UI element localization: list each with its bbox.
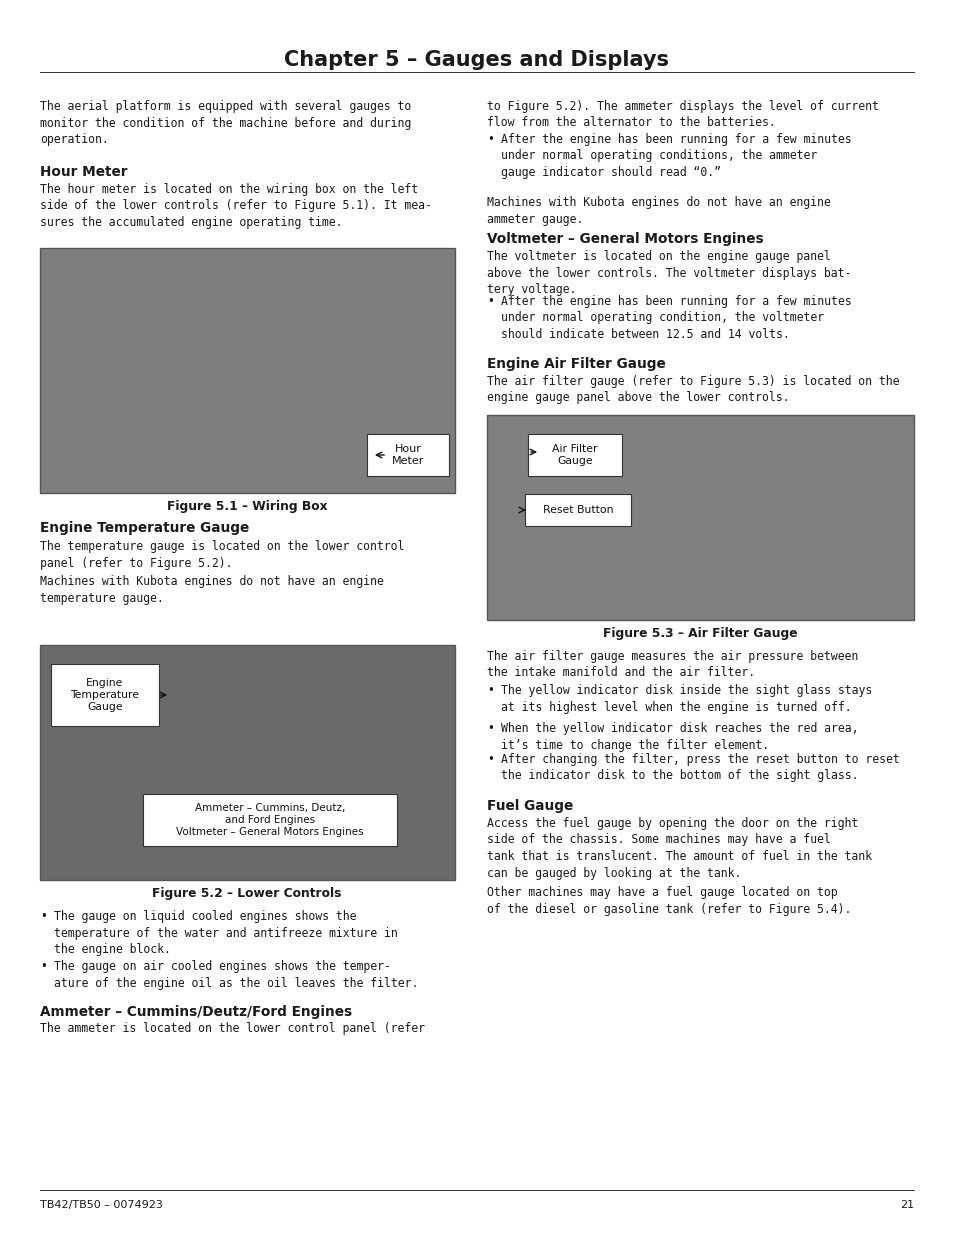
Text: The voltmeter is located on the engine gauge panel
above the lower controls. The: The voltmeter is located on the engine g…: [486, 249, 850, 296]
Text: •: •: [486, 753, 494, 766]
Bar: [486, 415, 913, 620]
Text: After the engine has been running for a few minutes
under normal operating condi: After the engine has been running for a …: [500, 133, 851, 179]
Text: 21: 21: [899, 1200, 913, 1210]
Text: •: •: [486, 722, 494, 735]
Text: Machines with Kubota engines do not have an engine
temperature gauge.: Machines with Kubota engines do not have…: [40, 576, 383, 604]
Text: Figure 5.3 – Air Filter Gauge: Figure 5.3 – Air Filter Gauge: [602, 627, 797, 640]
Text: The ammeter is located on the lower control panel (refer: The ammeter is located on the lower cont…: [40, 1023, 424, 1035]
Text: •: •: [486, 684, 494, 697]
Bar: [40, 248, 455, 493]
Text: The aerial platform is equipped with several gauges to
monitor the condition of : The aerial platform is equipped with sev…: [40, 100, 411, 146]
Text: •: •: [40, 910, 47, 923]
Text: The air filter gauge (refer to Figure 5.3) is located on the
engine gauge panel : The air filter gauge (refer to Figure 5.…: [486, 375, 899, 405]
Bar: [40, 645, 455, 881]
FancyBboxPatch shape: [528, 433, 621, 477]
Text: Figure 5.1 – Wiring Box: Figure 5.1 – Wiring Box: [167, 500, 327, 513]
Text: Machines with Kubota engines do not have an engine
ammeter gauge.: Machines with Kubota engines do not have…: [486, 196, 830, 226]
Text: Voltmeter – General Motors Engines: Voltmeter – General Motors Engines: [486, 232, 762, 246]
Text: •: •: [486, 133, 494, 146]
Text: The gauge on liquid cooled engines shows the
temperature of the water and antifr: The gauge on liquid cooled engines shows…: [54, 910, 397, 956]
Text: Chapter 5 – Gauges and Displays: Chapter 5 – Gauges and Displays: [284, 49, 669, 70]
Text: Hour
Meter: Hour Meter: [392, 445, 424, 466]
Text: Figure 5.2 – Lower Controls: Figure 5.2 – Lower Controls: [152, 887, 341, 900]
Text: After the engine has been running for a few minutes
under normal operating condi: After the engine has been running for a …: [500, 295, 851, 341]
Text: After changing the filter, press the reset button to reset
the indicator disk to: After changing the filter, press the res…: [500, 753, 899, 783]
Text: Fuel Gauge: Fuel Gauge: [486, 799, 573, 813]
Text: Reset Button: Reset Button: [542, 505, 613, 515]
Text: The gauge on air cooled engines shows the temper-
ature of the engine oil as the: The gauge on air cooled engines shows th…: [54, 960, 418, 989]
Text: Hour Meter: Hour Meter: [40, 165, 128, 179]
Text: •: •: [40, 960, 47, 973]
Text: •: •: [486, 295, 494, 308]
Text: Engine
Temperature
Gauge: Engine Temperature Gauge: [71, 678, 139, 713]
FancyBboxPatch shape: [524, 494, 631, 526]
FancyBboxPatch shape: [367, 433, 449, 477]
Text: Ammeter – Cummins, Deutz,
and Ford Engines
Voltmeter – General Motors Engines: Ammeter – Cummins, Deutz, and Ford Engin…: [176, 803, 363, 837]
Text: The air filter gauge measures the air pressure between
the intake manifold and t: The air filter gauge measures the air pr…: [486, 650, 858, 679]
Text: The hour meter is located on the wiring box on the left
side of the lower contro: The hour meter is located on the wiring …: [40, 183, 432, 228]
Text: Engine Temperature Gauge: Engine Temperature Gauge: [40, 521, 249, 535]
Text: Air Filter
Gauge: Air Filter Gauge: [552, 445, 598, 466]
FancyBboxPatch shape: [143, 794, 396, 846]
Text: When the yellow indicator disk reaches the red area,
it’s time to change the fil: When the yellow indicator disk reaches t…: [500, 722, 858, 752]
Text: Other machines may have a fuel gauge located on top
of the diesel or gasoline ta: Other machines may have a fuel gauge loc…: [486, 885, 850, 915]
Text: Access the fuel gauge by opening the door on the right
side of the chassis. Some: Access the fuel gauge by opening the doo…: [486, 818, 871, 879]
Text: Engine Air Filter Gauge: Engine Air Filter Gauge: [486, 357, 665, 370]
Text: TB42/TB50 – 0074923: TB42/TB50 – 0074923: [40, 1200, 163, 1210]
Text: to Figure 5.2). The ammeter displays the level of current
flow from the alternat: to Figure 5.2). The ammeter displays the…: [486, 100, 878, 130]
Text: The temperature gauge is located on the lower control
panel (refer to Figure 5.2: The temperature gauge is located on the …: [40, 540, 404, 569]
Text: Ammeter – Cummins/Deutz/Ford Engines: Ammeter – Cummins/Deutz/Ford Engines: [40, 1005, 352, 1019]
FancyBboxPatch shape: [51, 663, 159, 726]
Text: The yellow indicator disk inside the sight glass stays
at its highest level when: The yellow indicator disk inside the sig…: [500, 684, 871, 714]
